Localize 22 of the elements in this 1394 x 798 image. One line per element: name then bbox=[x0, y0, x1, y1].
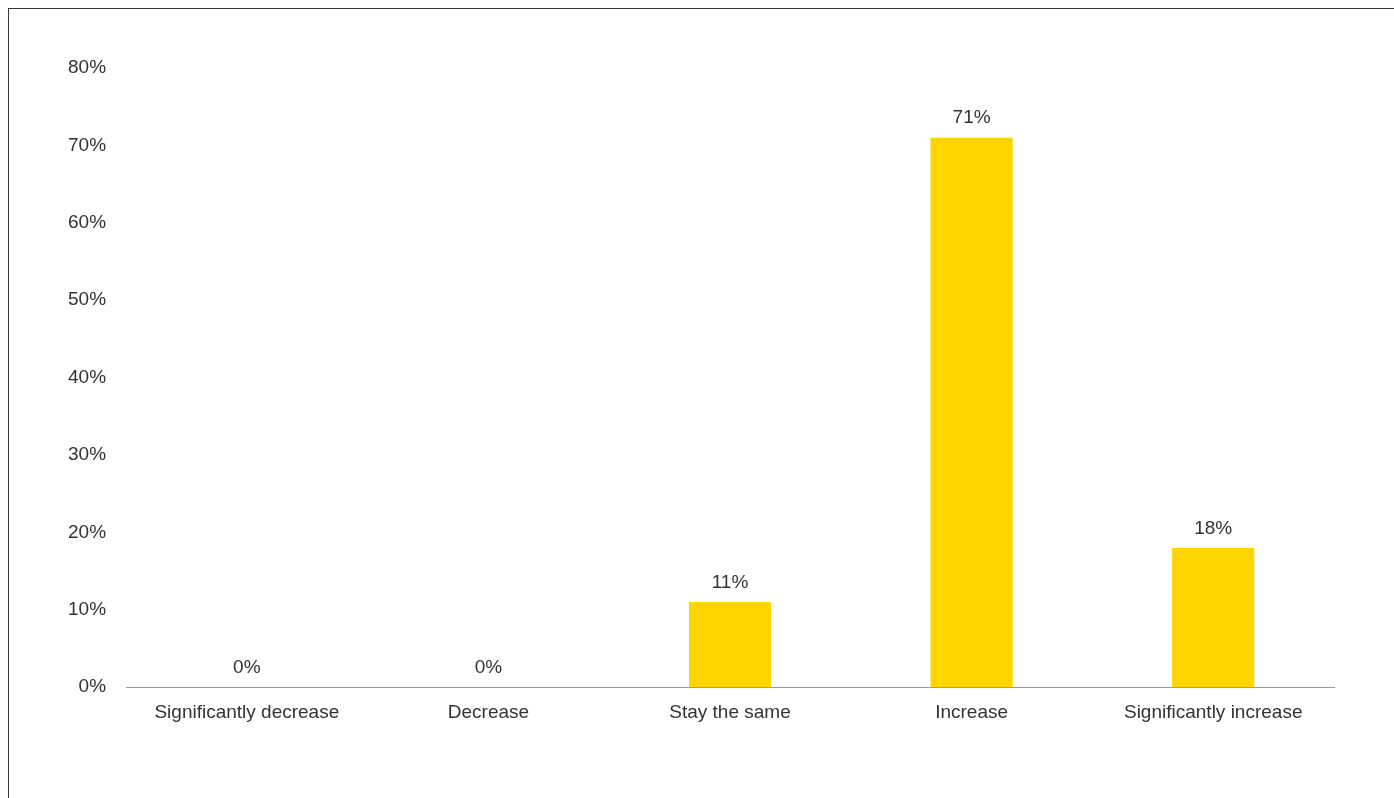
x-tick-label: Decrease bbox=[447, 700, 530, 722]
y-tick-label: 10% bbox=[68, 598, 107, 620]
data-label: 0% bbox=[474, 655, 503, 677]
data-label: 18% bbox=[1194, 516, 1233, 538]
y-tick-label: 80% bbox=[68, 56, 107, 78]
y-tick-label: 60% bbox=[68, 211, 107, 233]
y-tick-label: 50% bbox=[68, 288, 107, 310]
y-tick-label: 0% bbox=[78, 675, 107, 697]
y-tick-label: 20% bbox=[68, 520, 107, 542]
bar bbox=[930, 137, 1013, 688]
data-label: 11% bbox=[711, 570, 749, 592]
data-label: 0% bbox=[233, 655, 261, 677]
bar bbox=[1172, 547, 1255, 688]
data-label: 71% bbox=[952, 106, 991, 128]
x-tick-label: Stay the same bbox=[669, 700, 791, 722]
y-tick-label: 70% bbox=[68, 133, 107, 155]
y-tick-label: 30% bbox=[68, 443, 107, 465]
x-tick-label: Significantly decrease bbox=[154, 700, 340, 722]
x-tick-label: Increase bbox=[935, 700, 1009, 722]
bar bbox=[688, 602, 772, 688]
y-tick-label: 40% bbox=[68, 365, 107, 387]
x-tick-label: Significantly increase bbox=[1123, 700, 1303, 722]
